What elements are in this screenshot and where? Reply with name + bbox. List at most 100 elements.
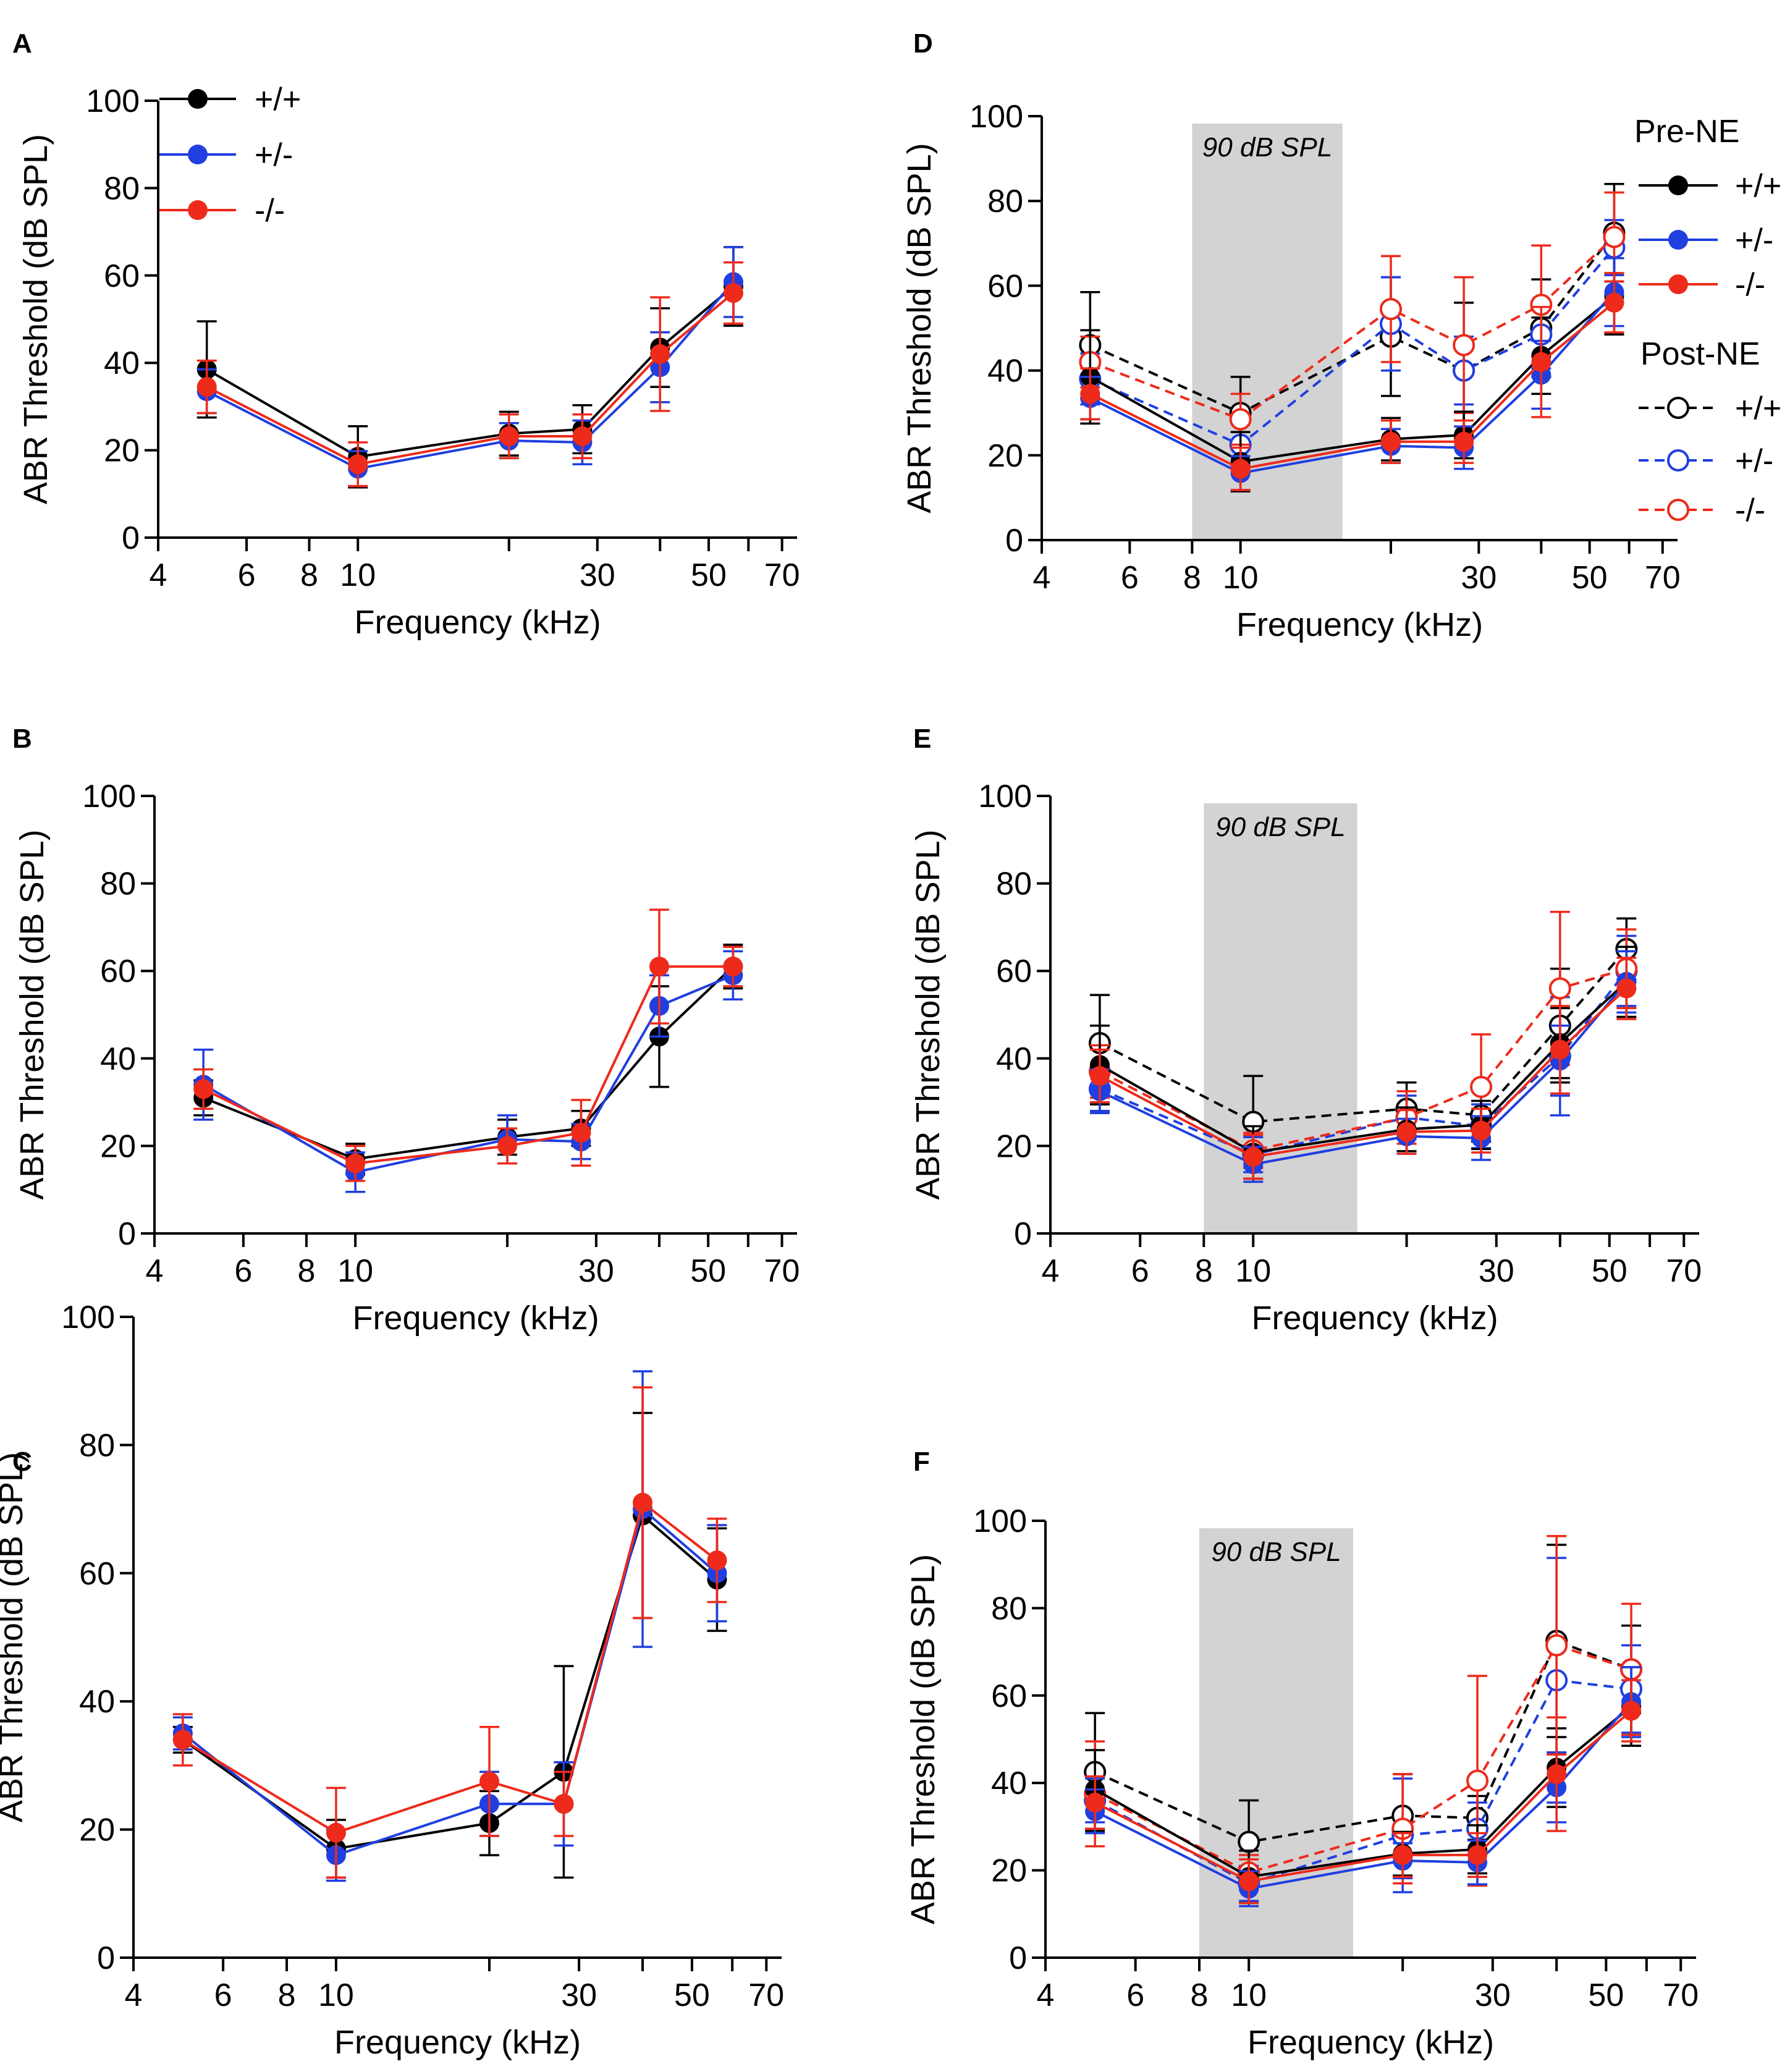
y-tick-label: 60 [100, 954, 136, 989]
series-line [1099, 987, 1627, 1159]
x-tick-label: 4 [125, 1977, 143, 2013]
legend-d: Pre-NE Post-NE +/+ +/+ +/- +/- -/- -/- [1634, 114, 1781, 528]
x-tick-label: 50 [674, 1977, 710, 2013]
x-tick-label: 30 [561, 1977, 597, 2013]
y-tick-label: 0 [118, 1216, 136, 1252]
legend-label: -/- [255, 193, 285, 229]
legend-label-pre: +/- [1735, 222, 1773, 258]
series-line [1094, 1644, 1632, 1874]
legend-marker [188, 200, 208, 220]
legend-marker-post [1667, 449, 1689, 471]
data-point [650, 344, 670, 365]
y-tick-label: 100 [61, 1300, 115, 1335]
y-tick-label: 0 [1009, 1940, 1027, 1976]
series-pre-ko [172, 1386, 727, 1879]
x-tick-label: 50 [1592, 1253, 1627, 1289]
series-pre-ko [1089, 957, 1637, 1180]
series-pre-het [172, 1370, 727, 1882]
y-tick-label: 40 [996, 1041, 1032, 1077]
data-point [196, 377, 217, 397]
data-point [1229, 408, 1252, 431]
data-point [723, 283, 743, 303]
y-tick-label: 100 [969, 99, 1023, 135]
series-line [203, 965, 733, 1165]
y-tick-label: 40 [987, 353, 1023, 389]
data-point [1239, 1871, 1259, 1892]
panel-letter-b: B [12, 724, 32, 754]
x-axis-title: Frequency (kHz) [334, 2024, 581, 2061]
x-tick-label: 30 [1479, 1253, 1514, 1289]
series-line [1089, 232, 1615, 415]
series-line [206, 292, 735, 466]
noise-band [1199, 1528, 1354, 1958]
data-point [1603, 226, 1626, 248]
series-line [1099, 981, 1627, 1154]
legend-marker-pre [1668, 230, 1688, 250]
data-point [707, 1550, 727, 1571]
band-label: 90 dB SPL [1202, 132, 1332, 163]
series-pre-het [1080, 257, 1624, 491]
series-pre-ko [1085, 1679, 1642, 1905]
x-tick-label: 6 [1121, 560, 1139, 596]
x-tick-label: 4 [146, 1253, 164, 1289]
data-point [554, 1794, 574, 1814]
x-tick-label: 50 [1572, 560, 1608, 596]
data-point [1470, 1075, 1493, 1098]
x-tick-label: 30 [578, 1253, 614, 1289]
y-tick-label: 20 [991, 1853, 1027, 1889]
x-tick-label: 70 [1663, 1977, 1699, 2013]
y-tick-label: 80 [991, 1591, 1027, 1626]
x-tick-label: 10 [318, 1977, 354, 2013]
series-pre-het [193, 950, 743, 1193]
y-tick-label: 100 [82, 779, 136, 814]
data-point [633, 1492, 653, 1513]
data-point [1230, 459, 1251, 479]
data-point [1393, 1845, 1413, 1865]
legend-marker-post [1667, 397, 1689, 419]
series-line [1094, 1705, 1632, 1879]
series-line [206, 285, 735, 459]
data-point [1089, 1066, 1110, 1086]
x-tick-label: 10 [340, 557, 376, 593]
y-axis-title: ABR Threshold (dB SPL) [901, 143, 938, 513]
data-point [193, 1079, 214, 1099]
x-tick-label: 10 [1223, 560, 1259, 596]
series-line [1089, 302, 1615, 470]
y-axis-title: ABR Threshold (dB SPL) [910, 829, 947, 1199]
series-line [206, 281, 735, 470]
legend-label-pre: +/+ [1735, 168, 1781, 204]
data-point [1238, 1830, 1260, 1853]
x-tick-label: 6 [1131, 1253, 1149, 1289]
series-post-ko [1084, 1534, 1643, 1892]
x-tick-label: 70 [764, 1253, 800, 1289]
series-line [1094, 1639, 1632, 1843]
y-tick-label: 40 [79, 1684, 115, 1720]
panel-letter-a: A [12, 28, 32, 59]
data-point [723, 957, 743, 977]
axes-a [157, 101, 797, 539]
x-tick-label: 6 [238, 557, 256, 593]
x-tick-label: 70 [1666, 1253, 1702, 1289]
band-label: 90 dB SPL [1215, 812, 1345, 842]
x-axis-title: Frequency (kHz) [1236, 606, 1483, 643]
series-line [1094, 1709, 1632, 1883]
panel-a: A 0 20 40 60 80 100 4 6 8 10 30 50 70 Frequency (kHz) A… [12, 28, 800, 641]
data-point [1466, 1769, 1489, 1792]
x-tick-label: 8 [278, 1977, 296, 2013]
data-point [1471, 1120, 1492, 1141]
series-line [182, 1507, 718, 1857]
data-point [1548, 977, 1571, 1000]
series-line [1094, 1701, 1632, 1890]
y-tick-label: 20 [100, 1128, 136, 1164]
y-tick-label: 60 [104, 258, 140, 294]
x-tick-label: 50 [691, 557, 727, 593]
panel-letter-e: E [913, 724, 931, 754]
data-point [1531, 352, 1551, 372]
data-point [1396, 1122, 1417, 1142]
axes-b [153, 796, 797, 1235]
x-tick-label: 8 [1183, 560, 1201, 596]
band-label: 90 dB SPL [1211, 1537, 1341, 1567]
data-point [1467, 1845, 1488, 1865]
